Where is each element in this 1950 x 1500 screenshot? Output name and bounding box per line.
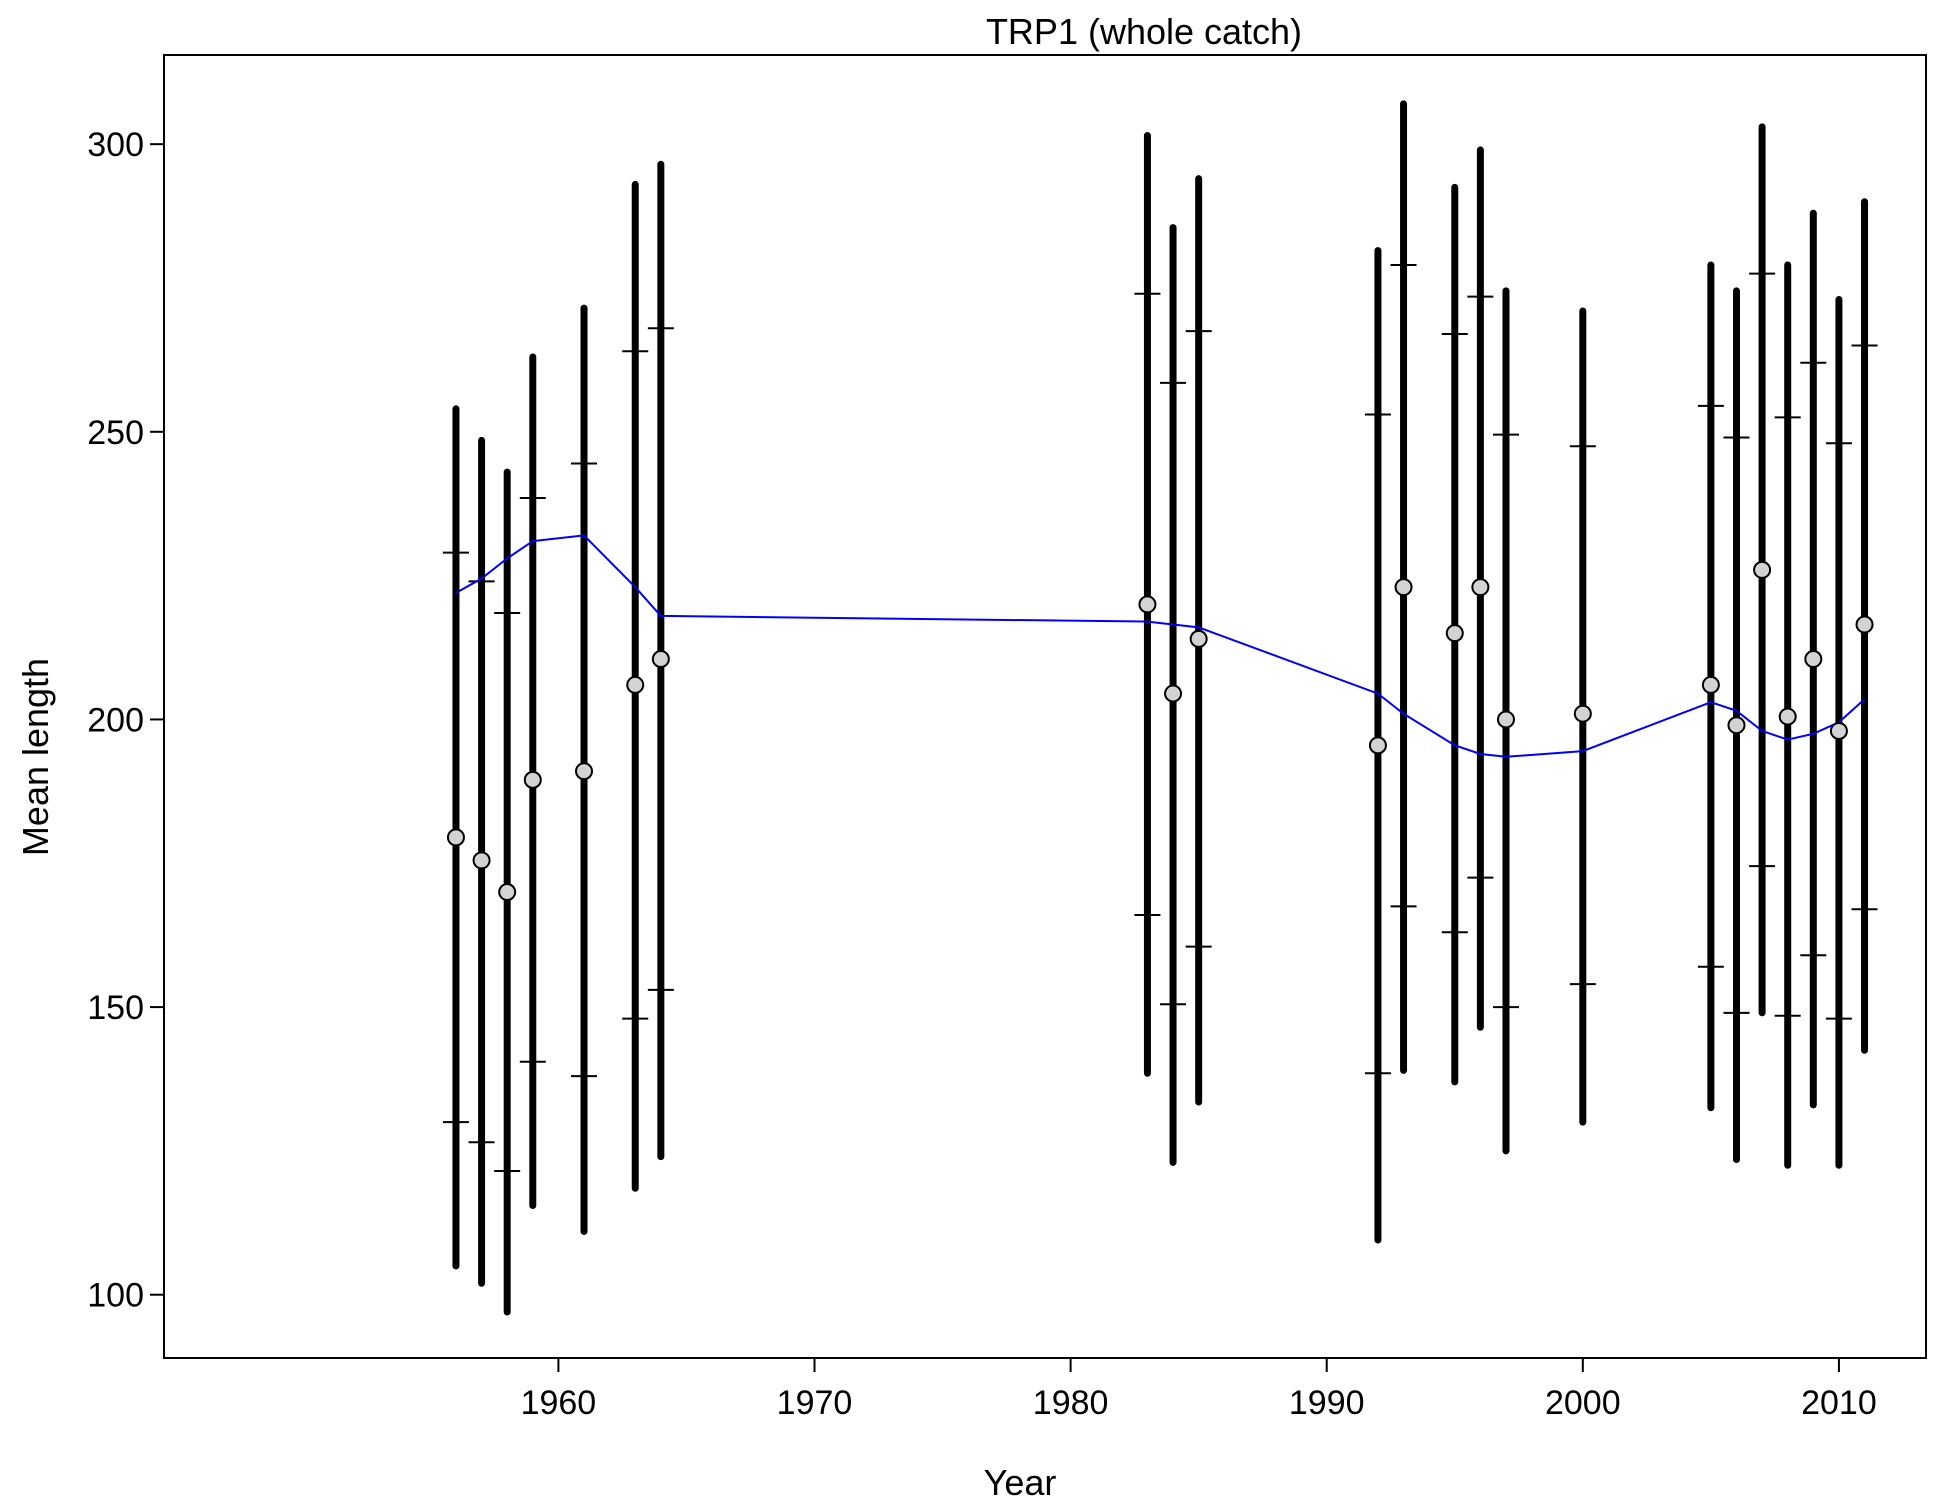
x-tick-label: 2010	[1801, 1384, 1877, 1422]
y-axis: 100 150 200 250 300	[87, 126, 164, 1315]
y-tick-label: 300	[87, 126, 144, 164]
y-tick-label: 100	[87, 1277, 144, 1315]
y-axis-title: Mean length	[15, 658, 56, 856]
mean-point	[1394, 578, 1413, 597]
mean-point	[523, 770, 542, 789]
mean-point	[1778, 707, 1797, 726]
trend	[455, 534, 1866, 758]
trend-line	[455, 534, 1866, 758]
mean-point	[1753, 560, 1772, 579]
mean-point	[1189, 629, 1208, 648]
plot-area-frame	[163, 54, 1927, 1359]
x-tick-label: 1980	[1033, 1384, 1109, 1422]
y-tick-label: 200	[87, 701, 144, 739]
quantile-ticks	[442, 263, 1878, 1173]
mean-point	[1701, 675, 1720, 694]
mean-point	[1804, 650, 1823, 669]
intervals	[452, 100, 1869, 1316]
mean-point	[575, 762, 594, 781]
mean-point	[1471, 578, 1490, 597]
x-tick-label: 1970	[777, 1384, 853, 1422]
mean-point	[626, 675, 645, 694]
mean-point	[651, 650, 670, 669]
mean-point	[446, 828, 465, 847]
mean-point	[1164, 684, 1183, 703]
mean-point	[1445, 624, 1464, 643]
x-tick-label: 1990	[1289, 1384, 1365, 1422]
x-tick-label: 1960	[521, 1384, 597, 1422]
x-axis: 1960 1970 1980 1990 2000 2010	[521, 1358, 1877, 1422]
mean-point	[1496, 710, 1515, 729]
mean-point	[1829, 721, 1848, 740]
chart-title: TRP1 (whole catch)	[986, 11, 1302, 52]
mean-point	[1573, 704, 1592, 723]
mean-point	[1368, 736, 1387, 755]
y-tick-label: 250	[87, 414, 144, 452]
x-tick-label: 2000	[1545, 1384, 1621, 1422]
y-tick-label: 150	[87, 989, 144, 1027]
x-axis-title: Year	[984, 1462, 1057, 1500]
mean-point	[1727, 716, 1746, 735]
mean-point	[472, 851, 491, 870]
mean-point	[1855, 615, 1874, 634]
mean-points	[446, 560, 1874, 902]
mean-point	[1138, 595, 1157, 614]
mean-point	[498, 883, 517, 902]
